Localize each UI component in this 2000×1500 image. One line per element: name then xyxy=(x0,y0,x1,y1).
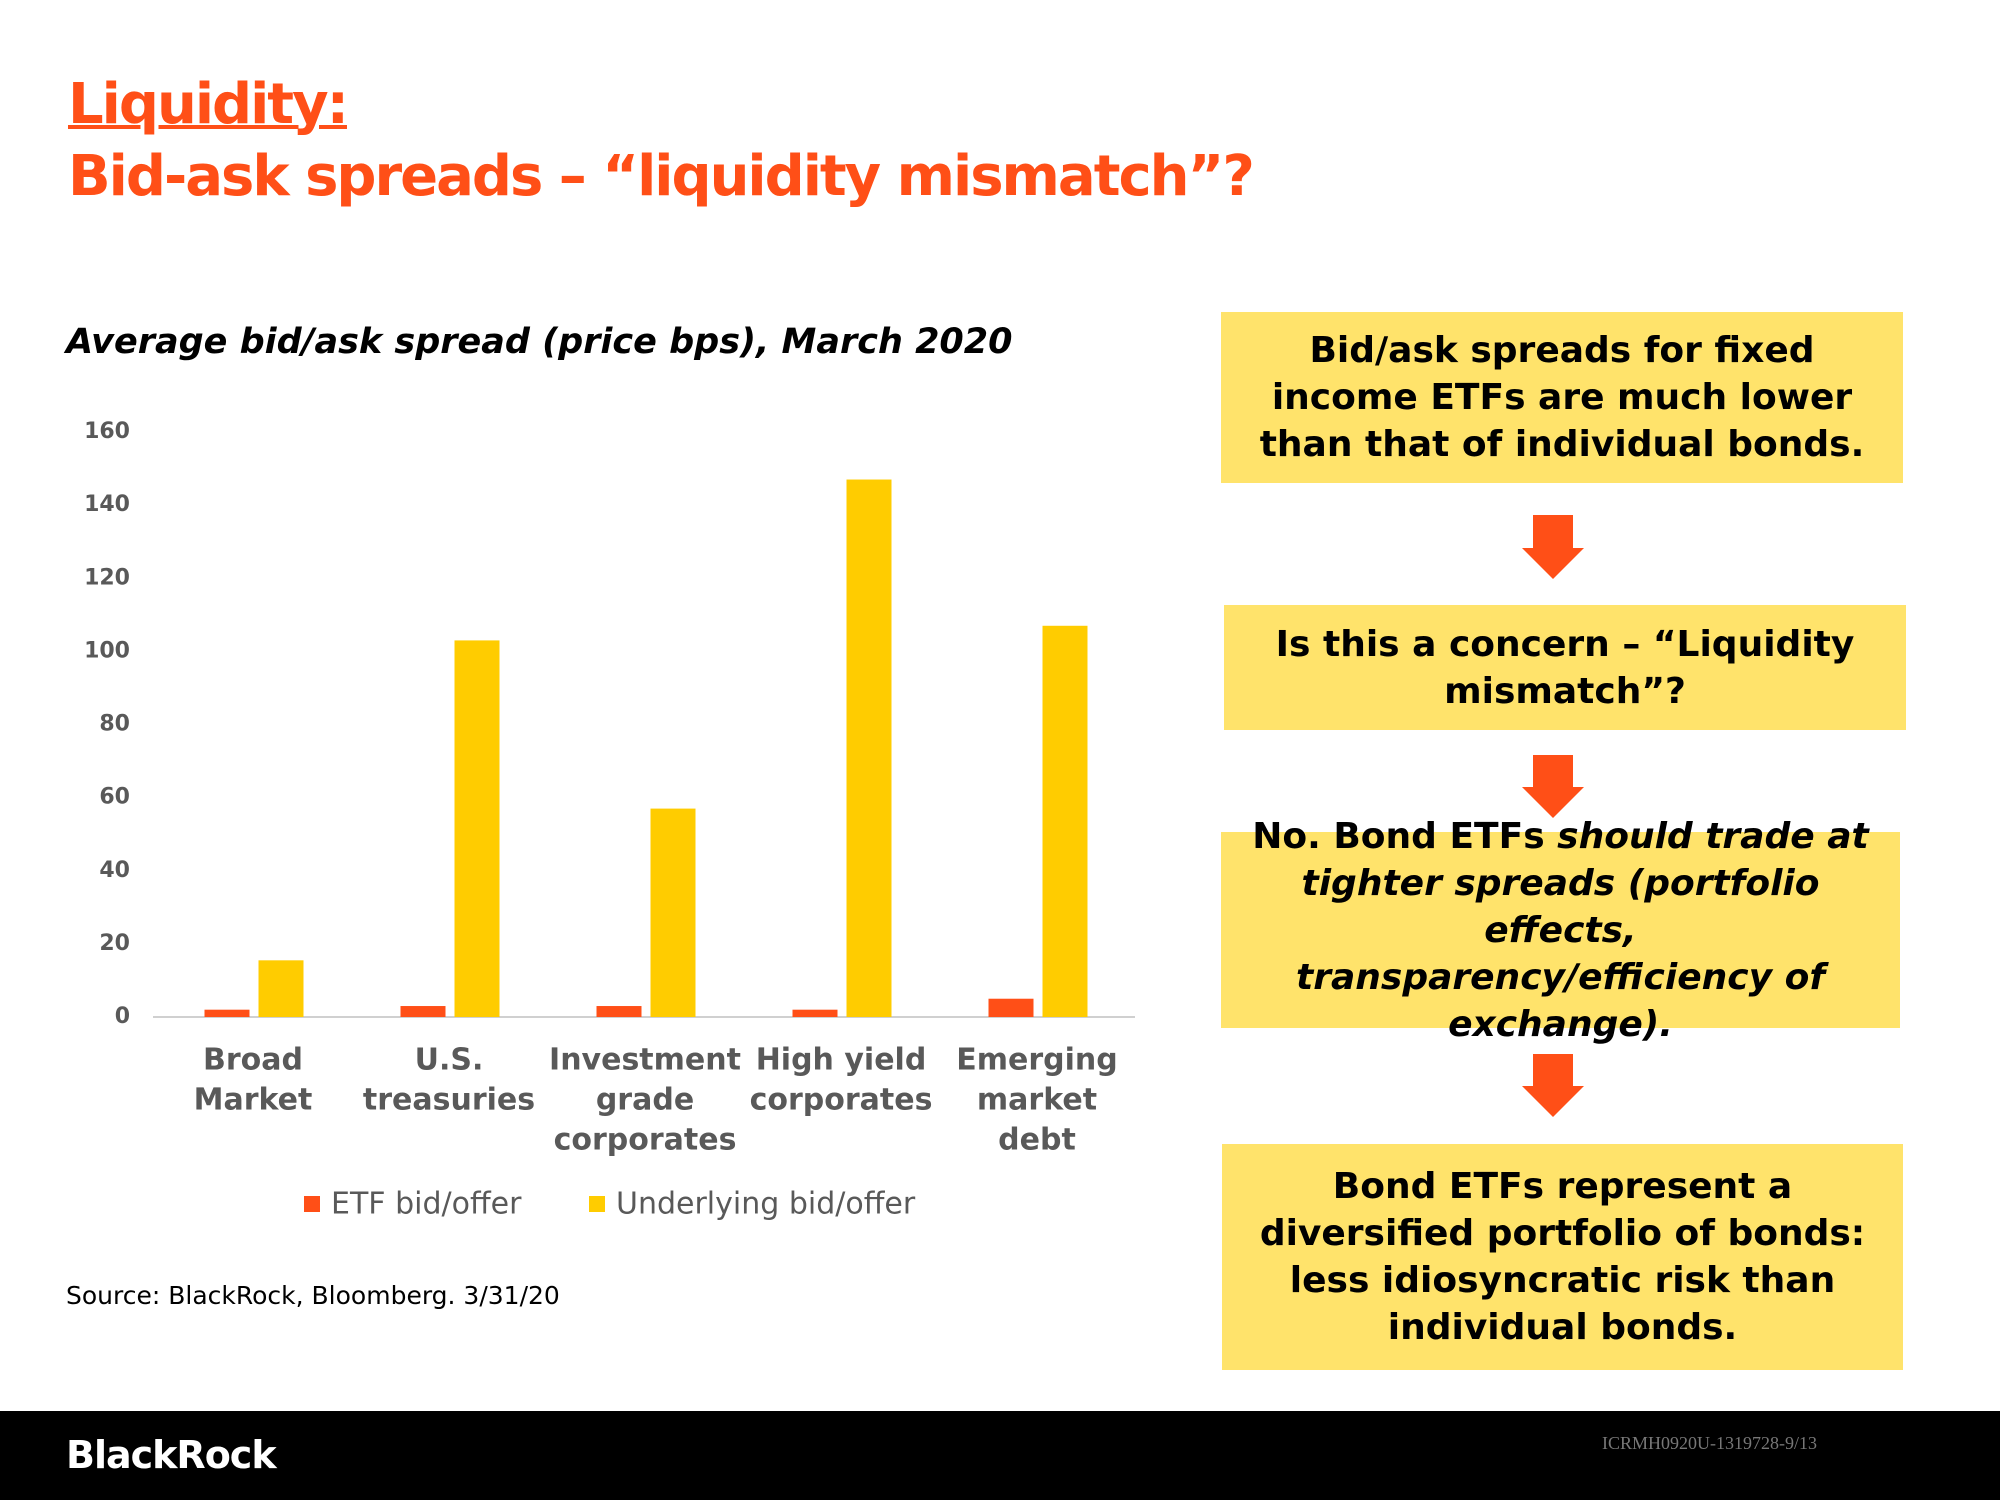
source: Source: BlackRock, Bloomberg. 3/31/20 xyxy=(66,1281,560,1310)
x-tick-label: Emerging market debt xyxy=(956,1043,1117,1158)
callout-box: Bid/ask spreads for fixed income ETFs ar… xyxy=(1221,312,1903,483)
bar xyxy=(846,479,892,1017)
callout-box: Is this a concern – “Liquidity mismatch”… xyxy=(1224,605,1906,730)
y-tick-label: 0 xyxy=(115,1004,130,1029)
y-tick-label: 120 xyxy=(84,565,130,590)
chart-title: Average bid/ask spread (price bps), Marc… xyxy=(63,322,1013,362)
doc-code: ICRMH0920U-1319728-9/13 xyxy=(1602,1433,1817,1453)
arrow xyxy=(1522,755,1584,818)
box-text: Bond ETFs represent a diversified portfo… xyxy=(1259,1166,1866,1348)
legend-swatch xyxy=(589,1196,605,1212)
brand: BlackRock xyxy=(66,1433,277,1477)
bar xyxy=(988,998,1034,1017)
y-tick-label: 20 xyxy=(99,931,130,956)
bar xyxy=(792,1009,838,1017)
arrow xyxy=(1522,515,1584,579)
title-line: Bid-ask spreads – “liquidity mismatch”? xyxy=(68,144,1255,209)
bar xyxy=(454,640,500,1017)
bar xyxy=(1042,625,1088,1017)
callout-box: No. Bond ETFs should trade at tighter sp… xyxy=(1221,816,1900,1045)
x-tick-label: U.S. treasuries xyxy=(363,1043,535,1118)
bar xyxy=(258,960,304,1017)
y-tick-label: 40 xyxy=(99,858,130,883)
legend-label: ETF bid/offer xyxy=(331,1187,522,1222)
x-tick-label: High yield corporates xyxy=(750,1043,933,1118)
box-text: Bid/ask spreads for fixed income ETFs ar… xyxy=(1259,330,1865,465)
box-text: should trade at tighter spreads (portfol… xyxy=(1296,815,1869,1045)
bar xyxy=(650,808,696,1017)
callout-box: Bond ETFs represent a diversified portfo… xyxy=(1222,1144,1903,1370)
bar xyxy=(400,1006,446,1017)
x-tick-label: Investment grade corporates xyxy=(549,1043,741,1158)
y-tick-label: 140 xyxy=(84,492,130,517)
legend-label: Underlying bid/offer xyxy=(616,1187,916,1222)
y-tick-label: 80 xyxy=(99,712,130,737)
footer: BlackRock ICRMH0920U-1319728-9/13 xyxy=(0,1411,2000,1500)
y-tick-label: 160 xyxy=(84,419,130,444)
box-text: Is this a concern – “Liquidity mismatch”… xyxy=(1275,623,1855,712)
y-tick-label: 100 xyxy=(84,638,130,663)
y-tick-label: 60 xyxy=(99,785,130,810)
x-tick-label: Broad Market xyxy=(194,1043,313,1118)
bar xyxy=(596,1006,642,1017)
arrow xyxy=(1522,1054,1584,1117)
title-line: Liquidity: xyxy=(68,72,349,137)
legend-swatch xyxy=(304,1196,320,1212)
box-text: No. Bond ETFs xyxy=(1252,815,1558,857)
bar xyxy=(204,1009,250,1017)
